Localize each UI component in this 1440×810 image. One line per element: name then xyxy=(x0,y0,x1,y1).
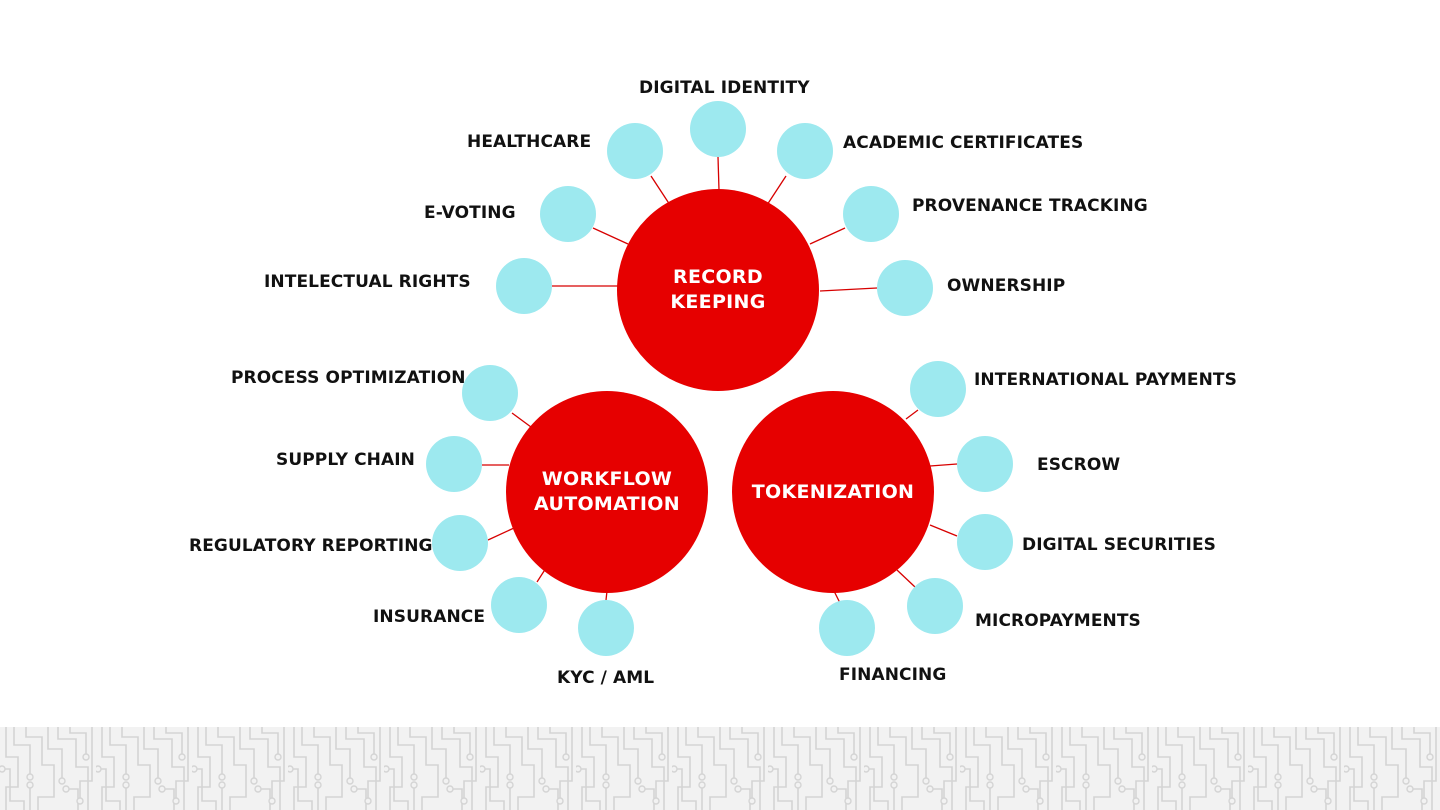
label-ownership: OWNERSHIP xyxy=(947,276,1066,296)
connector-line xyxy=(717,156,720,191)
connector-line xyxy=(905,409,919,420)
node-intelectual-rights xyxy=(496,258,552,314)
label-digital-identity: DIGITAL IDENTITY xyxy=(639,78,810,98)
connector-line xyxy=(511,412,532,428)
label-insurance: INSURANCE xyxy=(373,607,486,627)
node-ownership xyxy=(877,260,933,316)
hub-record-keeping-label: RECORD KEEPING xyxy=(670,266,766,313)
node-kyc-aml xyxy=(578,600,634,656)
hub-workflow-automation-label: WORKFLOW AUTOMATION xyxy=(534,468,680,515)
node-escrow xyxy=(957,436,1013,492)
node-process-optimization xyxy=(462,365,518,421)
node-academic-certificates xyxy=(777,123,833,179)
hub-tokenization-label: TOKENIZATION xyxy=(751,480,915,503)
circuit-pattern-footer xyxy=(0,727,1440,810)
label-intelectual-rights: INTELECTUAL RIGHTS xyxy=(264,272,471,292)
label-escrow: ESCROW xyxy=(1037,455,1121,475)
connector-line xyxy=(766,175,787,206)
connector-line xyxy=(819,287,878,292)
node-financing xyxy=(819,600,875,656)
circuit-pattern xyxy=(0,727,1440,810)
node-healthcare xyxy=(607,123,663,179)
label-digital-securities: DIGITAL SECURITIES xyxy=(1022,535,1217,555)
label-provenance-tracking: PROVENANCE TRACKING xyxy=(912,196,1148,216)
node-micropayments xyxy=(907,578,963,634)
label-healthcare: HEALTHCARE xyxy=(467,132,592,152)
node-e-voting xyxy=(540,186,596,242)
node-supply-chain xyxy=(426,436,482,492)
node-provenance-tracking xyxy=(843,186,899,242)
hub-record-keeping: RECORD KEEPING xyxy=(617,189,819,391)
connector-line xyxy=(929,463,958,467)
connector-line xyxy=(896,569,916,588)
hub-workflow-automation: WORKFLOW AUTOMATION xyxy=(506,391,708,593)
connector-line xyxy=(592,227,629,245)
label-regulatory-reporting: REGULATORY REPORTING xyxy=(189,536,433,556)
label-international-payments: INTERNATIONAL PAYMENTS xyxy=(974,370,1237,390)
node-regulatory-reporting xyxy=(432,515,488,571)
connector-line xyxy=(650,175,671,206)
label-process-optimization: PROCESS OPTIMIZATION xyxy=(231,368,466,388)
label-academic-certificates: ACADEMIC CERTIFICATES xyxy=(843,133,1084,153)
connector-line xyxy=(487,527,515,541)
hub-tokenization: TOKENIZATION xyxy=(732,391,934,593)
node-international-payments xyxy=(910,361,966,417)
label-e-voting: E-VOTING xyxy=(424,203,516,223)
label-financing: FINANCING xyxy=(839,665,947,685)
label-kyc-aml: KYC / AML xyxy=(557,668,655,688)
node-digital-securities xyxy=(957,514,1013,570)
node-insurance xyxy=(491,577,547,633)
label-supply-chain: SUPPLY CHAIN xyxy=(276,450,415,470)
label-micropayments: MICROPAYMENTS xyxy=(975,611,1141,631)
node-digital-identity xyxy=(690,101,746,157)
connector-line xyxy=(809,227,846,245)
connector-line xyxy=(929,524,958,537)
